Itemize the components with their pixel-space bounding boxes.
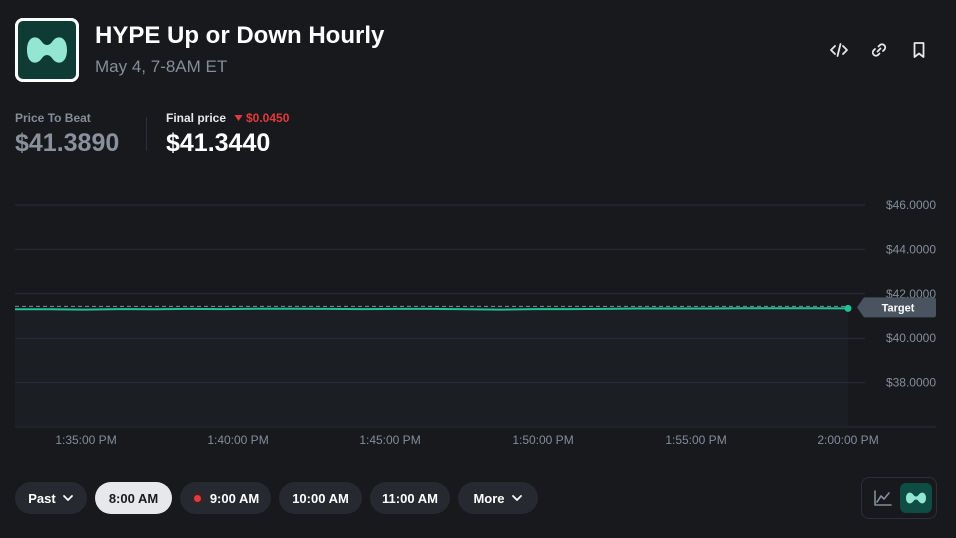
final-price-value: $41.3440 xyxy=(166,129,271,157)
time-8am-button[interactable]: 8:00 AM xyxy=(95,482,172,514)
hype-logo-icon xyxy=(906,492,926,504)
target-label-pill xyxy=(857,297,936,318)
time-11am-label: 11:00 AM xyxy=(382,490,438,506)
x-tick-label: 1:35:00 PM xyxy=(55,433,116,447)
line-chart-icon xyxy=(874,490,892,506)
final-price-change-value: $0.0450 xyxy=(246,111,290,125)
final-price-label: Final price xyxy=(166,111,227,125)
price-end-point xyxy=(844,304,852,312)
hype-logo-view-button[interactable] xyxy=(900,483,932,513)
time-10am-label: 10:00 AM xyxy=(292,490,349,506)
y-tick-label: $46.0000 xyxy=(886,198,936,212)
live-indicator-icon xyxy=(191,492,204,504)
bookmark-icon[interactable] xyxy=(907,38,931,62)
time-9am-button[interactable]: 9:00 AM xyxy=(180,482,271,514)
past-dropdown[interactable]: Past xyxy=(15,482,87,514)
target-label: Target xyxy=(882,302,915,314)
market-time-range: May 4, 7-8AM ET xyxy=(95,57,228,76)
past-dropdown-label: Past xyxy=(28,490,56,506)
link-icon[interactable] xyxy=(867,38,891,62)
price-divider xyxy=(146,117,147,151)
chevron-down-icon xyxy=(62,495,73,501)
x-tick-label: 1:50:00 PM xyxy=(512,433,573,447)
line-chart-view-button[interactable] xyxy=(867,483,899,513)
price-line xyxy=(15,307,849,311)
embed-icon[interactable] xyxy=(827,38,851,62)
time-11am-button[interactable]: 11:00 AM xyxy=(370,482,450,514)
more-dropdown-label: More xyxy=(473,490,505,506)
time-8am-label: 8:00 AM xyxy=(108,490,159,506)
page-title: HYPE Up or Down Hourly xyxy=(95,22,385,49)
price-chart[interactable]: $38.0000 $40.0000 $42.0000 $44.0000 $46.0000… xyxy=(0,190,956,450)
x-tick-label: 1:45:00 PM xyxy=(359,433,420,447)
y-tick-label: $40.0000 xyxy=(886,331,936,345)
time-10am-button[interactable]: 10:00 AM xyxy=(279,482,362,514)
price-to-beat-label: Price To Beat xyxy=(15,111,91,125)
final-price-change: $0.0450 xyxy=(234,111,289,125)
y-tick-label: $44.0000 xyxy=(886,242,936,256)
time-9am-label: 9:00 AM xyxy=(209,490,260,506)
chart-view-toggle xyxy=(861,477,937,519)
x-tick-label: 1:40:00 PM xyxy=(207,433,268,447)
y-tick-label: $42.0000 xyxy=(886,287,936,301)
chevron-down-icon xyxy=(511,495,522,501)
y-tick-label: $38.0000 xyxy=(886,376,936,390)
chart-area-fill xyxy=(15,307,848,427)
hype-logo-icon xyxy=(15,18,79,82)
more-dropdown[interactable]: More xyxy=(458,482,538,514)
down-arrow-icon xyxy=(234,115,243,121)
x-tick-label: 1:55:00 PM xyxy=(665,433,726,447)
price-to-beat-value: $41.3890 xyxy=(15,129,120,157)
x-tick-label: 2:00:00 PM xyxy=(817,433,878,447)
